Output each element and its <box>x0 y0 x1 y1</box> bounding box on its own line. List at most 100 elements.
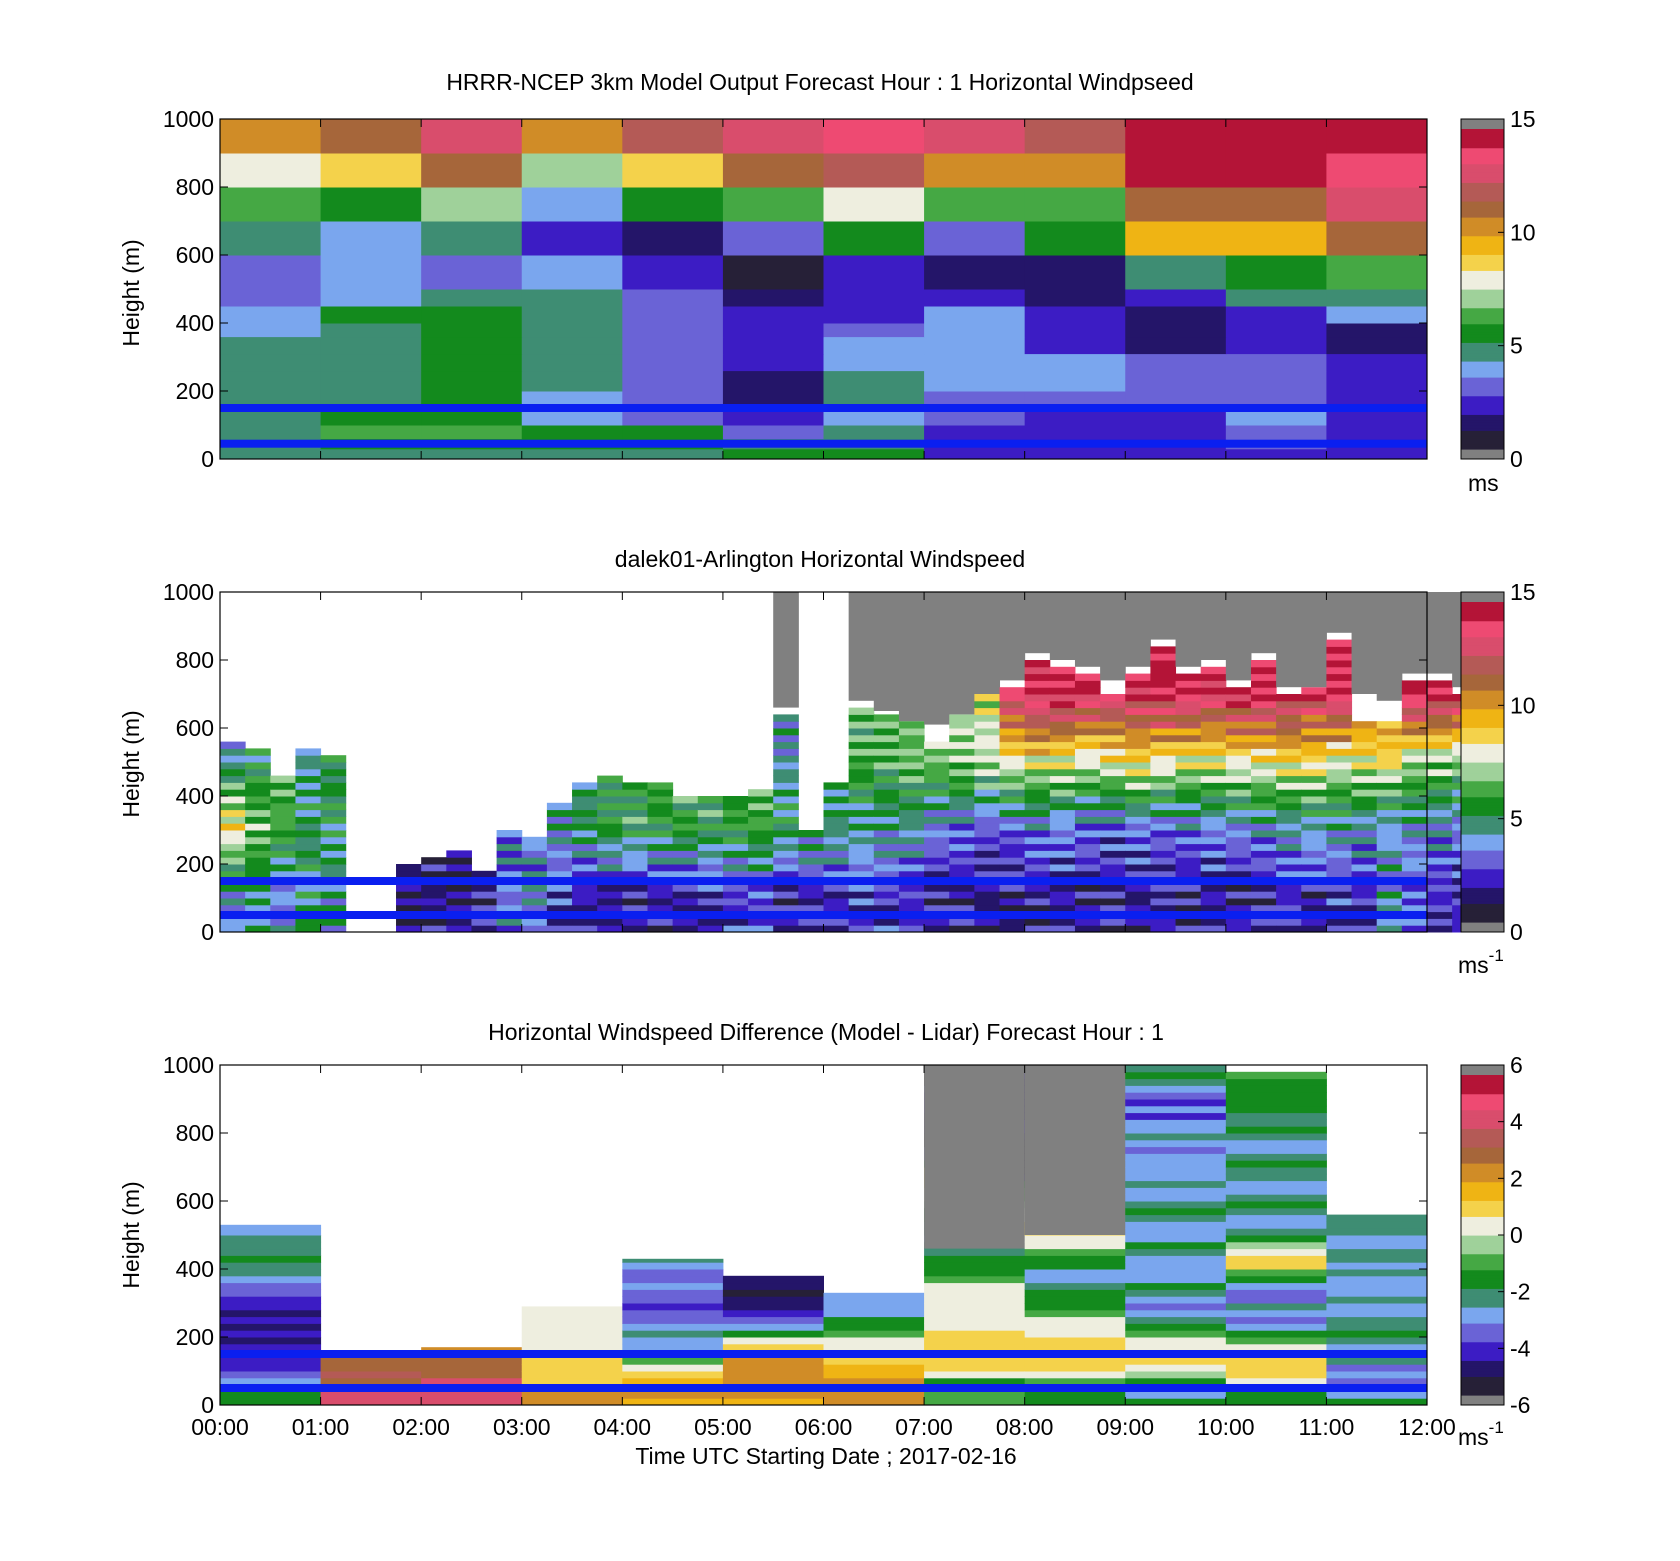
colorbar-step <box>1461 1128 1504 1132</box>
heatmap-cell <box>1376 864 1403 872</box>
heatmap-cell <box>320 836 347 845</box>
colorbar-step <box>1461 1216 1504 1220</box>
colorbar-step <box>1461 1107 1504 1111</box>
heatmap-cell <box>1024 1269 1126 1277</box>
heatmap-cell <box>1351 755 1378 763</box>
heatmap-cell <box>1100 802 1126 811</box>
heatmap-cell <box>1326 1364 1428 1372</box>
heatmap-cell <box>697 823 724 831</box>
heatmap-cell <box>1024 904 1051 913</box>
colorbar-step <box>1461 903 1504 907</box>
heatmap-cell <box>1427 789 1453 797</box>
heatmap-cell <box>1326 755 1353 763</box>
heatmap-cell <box>1074 898 1101 906</box>
heatmap-cell <box>848 830 875 838</box>
heatmap-cell <box>320 762 347 770</box>
heatmap-cell <box>924 768 950 777</box>
y-tick-label: 0 <box>201 919 214 945</box>
heatmap-cell <box>270 830 296 838</box>
heatmap-cell <box>1225 1092 1327 1100</box>
heatmap-cell <box>1326 639 1353 647</box>
panel-difference-title: Horizontal Windspeed Difference (Model -… <box>488 1019 1164 1045</box>
heatmap-cell <box>647 884 674 892</box>
colorbar-step <box>1461 401 1504 405</box>
heatmap-cell <box>848 925 875 933</box>
heatmap-cell <box>1049 843 1076 851</box>
colorbar-step <box>1461 331 1504 335</box>
heatmap-cell <box>1276 830 1302 838</box>
heatmap-cell <box>1175 823 1202 831</box>
heatmap-cell <box>848 836 875 845</box>
heatmap-cell <box>1427 870 1453 879</box>
heatmap-cell <box>848 809 875 817</box>
colorbar-step <box>1461 259 1504 263</box>
heatmap-cell <box>1225 221 1327 256</box>
heatmap-cell <box>1225 1194 1327 1202</box>
heatmap-cell <box>924 864 950 872</box>
heatmap-cell <box>999 802 1026 811</box>
heatmap-cell <box>1326 1371 1428 1379</box>
heatmap-cell <box>446 891 472 899</box>
heatmap-cell <box>1200 843 1227 851</box>
heatmap-cell <box>1150 666 1177 675</box>
heatmap-cell <box>823 884 850 892</box>
missing-data-cell <box>1326 592 1353 633</box>
heatmap-cell <box>1125 809 1151 817</box>
heatmap-cell <box>1150 768 1177 777</box>
heatmap-cell <box>622 1323 724 1331</box>
heatmap-cell <box>622 187 724 222</box>
heatmap-cell <box>622 796 648 804</box>
heatmap-cell <box>1125 762 1151 770</box>
heatmap-cell <box>1024 700 1051 709</box>
heatmap-cell <box>295 816 322 824</box>
heatmap-cell <box>1427 728 1453 736</box>
heatmap-cell <box>748 823 774 831</box>
heatmap-cell <box>421 857 447 865</box>
colorbar-step <box>1461 1333 1504 1337</box>
heatmap-cell <box>1250 673 1277 681</box>
heatmap-cell <box>999 775 1026 783</box>
heatmap-cell <box>1024 707 1051 715</box>
panel-model-ylabel: Height (m) <box>118 239 144 346</box>
heatmap-cell <box>647 870 674 879</box>
heatmap-cell <box>1125 830 1151 838</box>
heatmap-cell <box>597 891 623 899</box>
heatmap-cell <box>270 775 296 783</box>
heatmap-cell <box>1024 884 1051 892</box>
heatmap-cell <box>898 898 925 906</box>
colorbar-step <box>1461 756 1504 760</box>
heatmap-cell <box>898 836 925 845</box>
heatmap-cell <box>220 857 246 865</box>
heatmap-cell <box>597 782 623 790</box>
heatmap-cell <box>823 898 850 906</box>
heatmap-cell <box>1049 898 1076 906</box>
heatmap-cell <box>823 289 925 307</box>
heatmap-cell <box>823 1357 925 1365</box>
heatmap-cell <box>1125 850 1151 858</box>
heatmap-cell <box>1250 870 1277 879</box>
heatmap-cell <box>521 221 623 256</box>
heatmap-cell <box>1225 1167 1327 1175</box>
heatmap-cell <box>898 734 925 743</box>
colorbar-step <box>1461 1261 1504 1265</box>
colorbar-step <box>1461 1243 1504 1247</box>
heatmap-cell <box>1225 1364 1327 1372</box>
colorbar-tick-label: -6 <box>1510 1392 1530 1418</box>
heatmap-cell <box>1024 1371 1126 1379</box>
heatmap-cell <box>1351 789 1378 797</box>
heatmap-cell <box>999 823 1026 831</box>
heatmap-cell <box>1225 306 1327 324</box>
heatmap-cell <box>873 728 900 736</box>
heatmap-cell <box>220 255 322 290</box>
heatmap-cell <box>1175 802 1202 811</box>
heatmap-cell <box>421 336 523 355</box>
heatmap-cell <box>396 898 422 906</box>
heatmap-cell <box>220 336 322 355</box>
heatmap-cell <box>848 904 875 913</box>
heatmap-cell <box>823 864 850 872</box>
colorbar-step <box>1461 1184 1504 1188</box>
heatmap-cell <box>1351 884 1378 892</box>
colorbar-step <box>1461 382 1504 386</box>
colorbar-step <box>1461 169 1504 173</box>
heatmap-cell <box>1100 734 1126 743</box>
